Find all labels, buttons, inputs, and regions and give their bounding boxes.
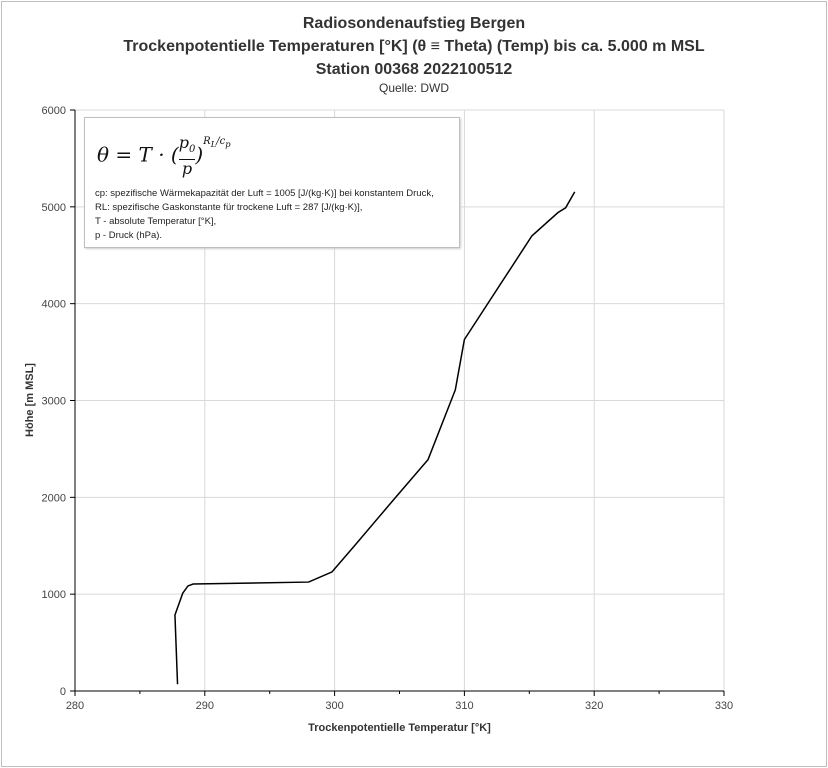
x-tick-label: 300 bbox=[325, 700, 343, 712]
formula: θ = T · (p0 p)RL/cp bbox=[97, 133, 231, 179]
y-tick-label: 6000 bbox=[42, 105, 66, 117]
y-tick-label: 0 bbox=[60, 686, 66, 698]
y-tick-label: 3000 bbox=[42, 396, 66, 408]
x-tick-label: 310 bbox=[455, 700, 473, 712]
formula-desc-t: T - absolute Temperatur [°K], bbox=[95, 216, 217, 227]
y-tick-label: 4000 bbox=[42, 299, 66, 311]
x-tick-label: 280 bbox=[66, 700, 84, 712]
y-tick-label: 2000 bbox=[42, 492, 66, 504]
y-tick-label: 1000 bbox=[42, 589, 66, 601]
chart-subtitle: Quelle: DWD bbox=[378, 81, 449, 95]
formula-desc-p: p - Druck (hPa). bbox=[95, 230, 163, 241]
x-tick-label: 330 bbox=[715, 700, 733, 712]
x-tick-label: 320 bbox=[585, 700, 603, 712]
x-tick-label: 290 bbox=[196, 700, 214, 712]
data-line-theta bbox=[174, 191, 576, 685]
x-axis-label: Trockenpotentielle Temperatur [°K] bbox=[308, 722, 491, 734]
chart-title-line-2: Trockenpotentielle Temperaturen [°K] (θ … bbox=[123, 38, 705, 55]
chart-title-line-3: Station 00368 2022100512 bbox=[315, 61, 513, 78]
formula-box: θ = T · (p0 p)RL/cp cp: spezifische Wärme… bbox=[84, 117, 460, 248]
y-tick-label: 5000 bbox=[42, 202, 66, 214]
formula-desc-cp: cp: spezifische Wärmekapazität der Luft … bbox=[95, 188, 434, 199]
chart-title-line-1: Radiosondenaufstieg Bergen bbox=[302, 15, 526, 32]
y-axis-label: Höhe [m MSL] bbox=[24, 363, 36, 437]
formula-desc-rl: RL: spezifische Gaskonstante für trocken… bbox=[95, 202, 363, 213]
